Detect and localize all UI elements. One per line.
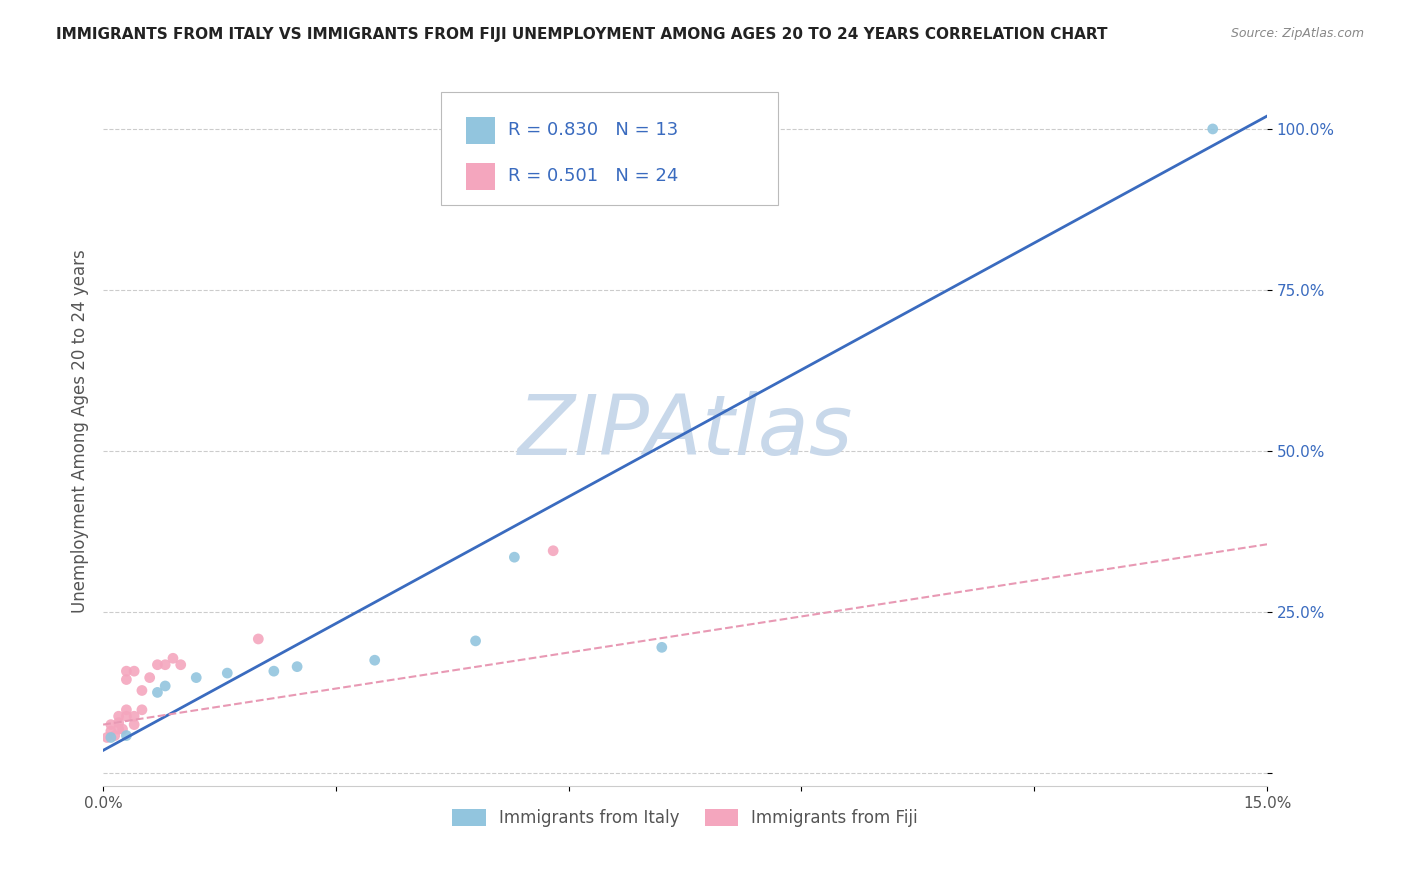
Point <box>115 729 138 743</box>
FancyBboxPatch shape <box>467 162 495 189</box>
Point <box>464 633 486 648</box>
Point <box>153 657 176 672</box>
Point <box>111 722 134 736</box>
Legend: Immigrants from Italy, Immigrants from Fiji: Immigrants from Italy, Immigrants from F… <box>446 803 925 834</box>
Point <box>170 657 193 672</box>
Point <box>364 653 387 667</box>
Point <box>146 685 169 699</box>
Point <box>162 651 184 665</box>
Point <box>186 671 208 685</box>
Point <box>100 724 122 739</box>
Point <box>122 709 145 723</box>
Point <box>146 657 169 672</box>
Text: ZIPAtlas: ZIPAtlas <box>517 391 853 472</box>
Point <box>115 703 138 717</box>
Point <box>138 671 160 685</box>
Point <box>115 664 138 678</box>
Point <box>153 679 176 693</box>
Point <box>122 717 145 731</box>
Point <box>115 673 138 687</box>
Point <box>96 731 118 745</box>
Text: Source: ZipAtlas.com: Source: ZipAtlas.com <box>1230 27 1364 40</box>
Y-axis label: Unemployment Among Ages 20 to 24 years: Unemployment Among Ages 20 to 24 years <box>72 250 89 614</box>
Point <box>1202 122 1225 136</box>
Point <box>247 632 270 646</box>
Point <box>100 731 122 745</box>
Text: R = 0.830   N = 13: R = 0.830 N = 13 <box>508 121 679 139</box>
Point <box>107 709 129 723</box>
Point <box>217 666 239 681</box>
FancyBboxPatch shape <box>467 117 495 144</box>
Point <box>651 640 673 655</box>
Point <box>541 543 564 558</box>
Point <box>115 709 138 723</box>
FancyBboxPatch shape <box>440 92 778 205</box>
Point <box>104 729 127 743</box>
Point <box>131 683 153 698</box>
Point <box>503 550 526 565</box>
Point <box>131 703 153 717</box>
Point <box>107 722 129 736</box>
Text: R = 0.501   N = 24: R = 0.501 N = 24 <box>508 167 679 185</box>
Text: IMMIGRANTS FROM ITALY VS IMMIGRANTS FROM FIJI UNEMPLOYMENT AMONG AGES 20 TO 24 Y: IMMIGRANTS FROM ITALY VS IMMIGRANTS FROM… <box>56 27 1108 42</box>
Point <box>100 717 122 731</box>
Point <box>122 664 145 678</box>
Point <box>107 715 129 730</box>
Point <box>263 664 285 678</box>
Point <box>285 659 308 673</box>
